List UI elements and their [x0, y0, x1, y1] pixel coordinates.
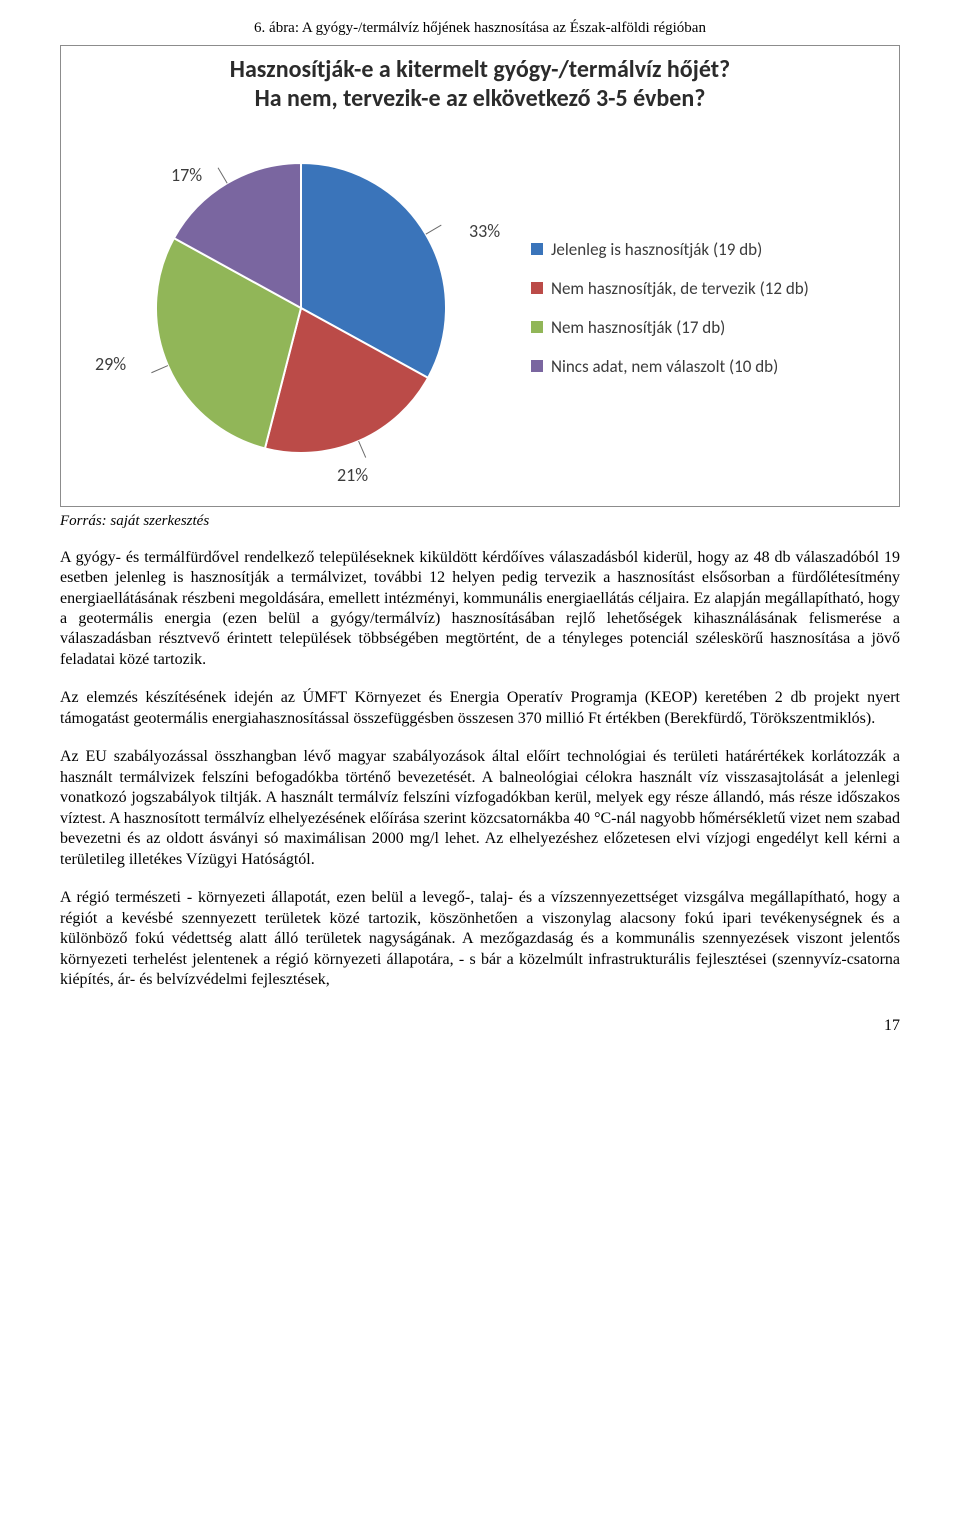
source-line: Forrás: saját szerkesztés — [60, 513, 900, 530]
chart-title-line2: Ha nem, tervezik-e az elkövetkező 3-5 év… — [81, 85, 879, 114]
legend-label: Nem hasznosítják (17 db) — [551, 317, 725, 338]
legend-label: Nem hasznosítják, de tervezik (12 db) — [551, 278, 809, 299]
pie-area: 33% 21% 29% 17% — [81, 128, 511, 488]
legend-item: Nincs adat, nem válaszolt (10 db) — [531, 356, 879, 377]
legend-swatch — [531, 360, 543, 372]
paragraph: Az elemzés készítésének idején az ÚMFT K… — [60, 688, 900, 729]
paragraph: Az EU szabályozással összhangban lévő ma… — [60, 747, 900, 870]
legend: Jelenleg is hasznosítják (19 db) Nem has… — [511, 221, 879, 395]
paragraph: A régió természeti - környezeti állapotá… — [60, 888, 900, 990]
legend-item: Jelenleg is hasznosítják (19 db) — [531, 239, 879, 260]
page-number: 17 — [60, 1017, 900, 1035]
chart-container: Hasznosítják-e a kitermelt gyógy-/termál… — [60, 45, 900, 507]
legend-swatch — [531, 243, 543, 255]
legend-item: Nem hasznosítják (17 db) — [531, 317, 879, 338]
chart-title-line1: Hasznosítják-e a kitermelt gyógy-/termál… — [81, 56, 879, 85]
legend-label: Jelenleg is hasznosítják (19 db) — [551, 239, 762, 260]
legend-swatch — [531, 282, 543, 294]
pie-label-21: 21% — [337, 464, 368, 486]
legend-item: Nem hasznosítják, de tervezik (12 db) — [531, 278, 879, 299]
pie-label-33: 33% — [469, 220, 500, 242]
legend-label: Nincs adat, nem válaszolt (10 db) — [551, 356, 778, 377]
legend-swatch — [531, 321, 543, 333]
pie-label-17: 17% — [171, 164, 202, 186]
pie-chart — [81, 128, 511, 488]
paragraph: A gyógy- és termálfürdővel rendelkező te… — [60, 548, 900, 671]
pie-label-29: 29% — [95, 353, 126, 375]
figure-caption: 6. ábra: A gyógy-/termálvíz hőjének hasz… — [60, 20, 900, 37]
chart-body: 33% 21% 29% 17% Jelenleg is hasznosítják… — [81, 128, 879, 488]
chart-title: Hasznosítják-e a kitermelt gyógy-/termál… — [81, 56, 879, 114]
